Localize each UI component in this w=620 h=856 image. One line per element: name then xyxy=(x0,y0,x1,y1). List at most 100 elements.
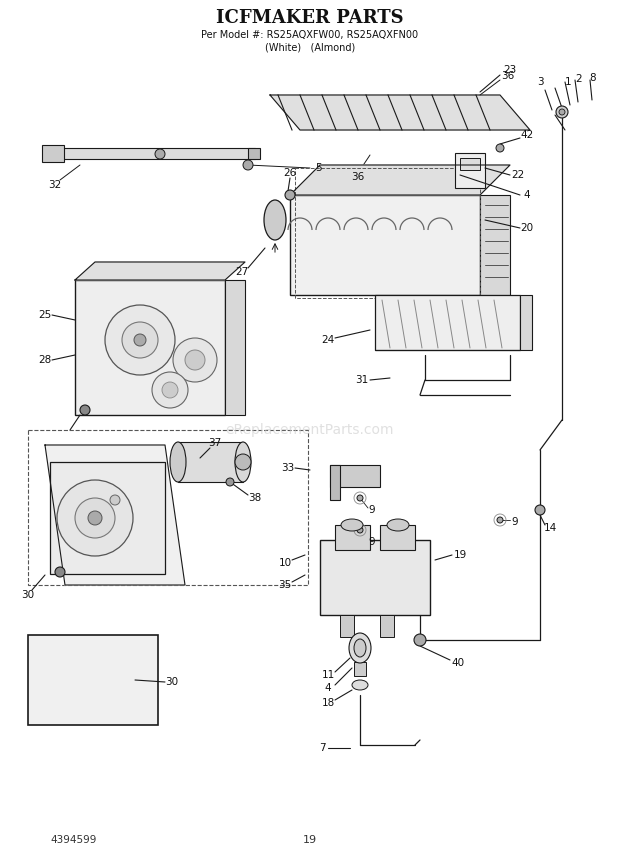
Bar xyxy=(460,158,480,170)
Bar xyxy=(75,280,225,415)
Text: 33: 33 xyxy=(281,463,294,473)
Circle shape xyxy=(357,495,363,501)
Bar xyxy=(330,465,340,500)
Circle shape xyxy=(235,454,251,470)
Text: 5: 5 xyxy=(315,163,321,173)
Text: 4: 4 xyxy=(325,683,331,693)
Text: 3: 3 xyxy=(537,77,543,87)
Circle shape xyxy=(226,478,234,486)
Ellipse shape xyxy=(170,442,186,482)
Ellipse shape xyxy=(354,639,366,657)
Text: 32: 32 xyxy=(48,180,61,190)
Circle shape xyxy=(185,350,205,370)
Text: 4: 4 xyxy=(524,190,530,200)
Text: 9: 9 xyxy=(369,537,375,547)
Bar xyxy=(380,615,394,637)
Bar xyxy=(28,430,308,585)
Text: 14: 14 xyxy=(543,523,557,533)
Bar xyxy=(178,442,243,482)
Text: 24: 24 xyxy=(321,335,335,345)
Circle shape xyxy=(556,106,568,118)
Circle shape xyxy=(357,527,363,533)
Text: 11: 11 xyxy=(321,670,335,680)
Text: 27: 27 xyxy=(236,267,249,277)
Text: 8: 8 xyxy=(590,73,596,83)
Circle shape xyxy=(155,149,165,159)
Text: 19: 19 xyxy=(303,835,317,845)
Bar xyxy=(330,465,380,487)
Bar xyxy=(50,462,165,574)
Bar xyxy=(340,615,354,637)
Bar xyxy=(380,525,415,550)
Circle shape xyxy=(110,495,120,505)
Bar xyxy=(320,540,430,615)
Circle shape xyxy=(80,405,90,415)
Circle shape xyxy=(414,634,426,646)
Bar xyxy=(375,295,520,350)
Text: (White)   (Almond): (White) (Almond) xyxy=(265,42,355,52)
Text: 18: 18 xyxy=(321,698,335,708)
Text: Per Model #: RS25AQXFW00, RS25AQXFN00: Per Model #: RS25AQXFW00, RS25AQXFN00 xyxy=(202,30,418,40)
Text: 9: 9 xyxy=(369,505,375,515)
Text: 4394599: 4394599 xyxy=(50,835,96,845)
Text: 35: 35 xyxy=(278,580,291,590)
Polygon shape xyxy=(270,95,530,130)
Text: 23: 23 xyxy=(503,65,516,75)
Text: 9: 9 xyxy=(512,517,518,527)
Bar xyxy=(335,525,370,550)
Text: 26: 26 xyxy=(283,168,296,178)
Circle shape xyxy=(88,511,102,525)
Bar xyxy=(28,635,158,725)
Bar xyxy=(295,168,480,298)
Ellipse shape xyxy=(387,519,409,531)
Circle shape xyxy=(497,517,503,523)
Circle shape xyxy=(75,498,115,538)
Text: 2: 2 xyxy=(576,74,582,84)
Text: 10: 10 xyxy=(278,558,291,568)
Polygon shape xyxy=(75,262,245,280)
Text: 20: 20 xyxy=(520,223,534,233)
Polygon shape xyxy=(290,165,510,195)
Ellipse shape xyxy=(352,680,368,690)
Circle shape xyxy=(55,567,65,577)
Ellipse shape xyxy=(349,633,371,663)
Circle shape xyxy=(105,305,175,375)
Text: 38: 38 xyxy=(249,493,262,503)
Circle shape xyxy=(496,144,504,152)
Circle shape xyxy=(122,322,158,358)
Text: 37: 37 xyxy=(208,438,221,448)
Polygon shape xyxy=(45,445,185,585)
Circle shape xyxy=(559,109,565,115)
Circle shape xyxy=(152,372,188,408)
Circle shape xyxy=(162,382,178,398)
Bar xyxy=(354,662,366,676)
Ellipse shape xyxy=(264,200,286,240)
Text: 25: 25 xyxy=(38,310,51,320)
Text: eReplacementParts.com: eReplacementParts.com xyxy=(226,423,394,437)
Text: 36: 36 xyxy=(352,172,365,182)
Text: ICFMAKER PARTS: ICFMAKER PARTS xyxy=(216,9,404,27)
Bar xyxy=(520,295,532,350)
Text: 30: 30 xyxy=(166,677,179,687)
Circle shape xyxy=(134,334,146,346)
Bar xyxy=(480,195,510,295)
Text: 36: 36 xyxy=(502,71,515,81)
Text: 40: 40 xyxy=(451,658,464,668)
Text: 22: 22 xyxy=(512,170,525,180)
Bar xyxy=(290,195,480,295)
Text: 31: 31 xyxy=(355,375,369,385)
Text: 19: 19 xyxy=(453,550,467,560)
Circle shape xyxy=(243,160,253,170)
Text: 7: 7 xyxy=(319,743,326,753)
Circle shape xyxy=(285,190,295,200)
Text: 42: 42 xyxy=(520,130,534,140)
Circle shape xyxy=(57,480,133,556)
Bar xyxy=(455,153,485,188)
Text: 30: 30 xyxy=(22,590,35,600)
Bar xyxy=(55,148,255,159)
Bar xyxy=(248,148,260,159)
Bar xyxy=(42,145,64,162)
Text: 28: 28 xyxy=(38,355,51,365)
Circle shape xyxy=(173,338,217,382)
Ellipse shape xyxy=(235,442,251,482)
